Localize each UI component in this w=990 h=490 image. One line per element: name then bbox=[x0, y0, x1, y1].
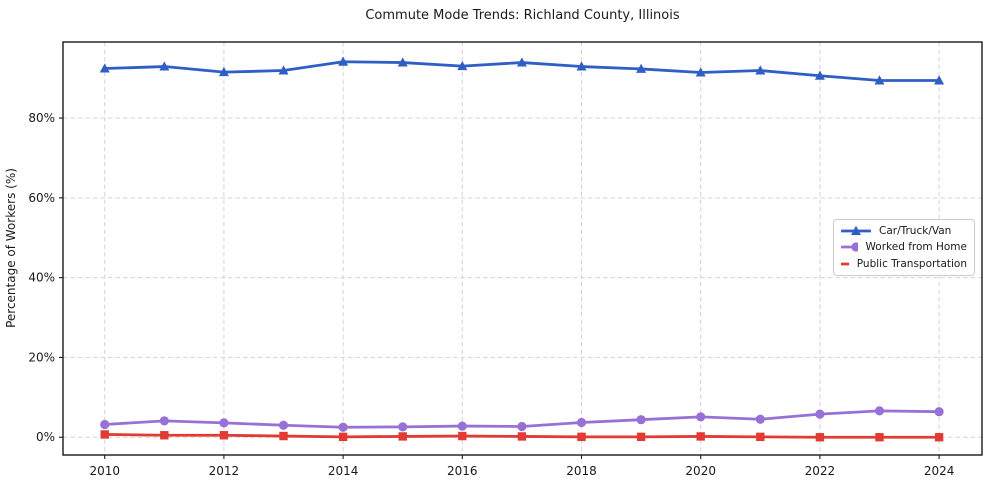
marker-triangle bbox=[159, 61, 170, 71]
legend-item: Car/Truck/Van bbox=[841, 223, 967, 239]
marker-circle bbox=[815, 409, 825, 419]
y-tick-label: 60% bbox=[28, 191, 55, 205]
x-tick-label: 2018 bbox=[566, 464, 597, 478]
marker-square bbox=[219, 431, 229, 440]
marker-square bbox=[875, 433, 884, 442]
marker-triangle bbox=[457, 60, 468, 71]
marker-triangle bbox=[874, 75, 885, 85]
legend-item: Public Transportation bbox=[841, 256, 967, 272]
legend-item-label: Worked from Home bbox=[865, 241, 967, 254]
marker-square bbox=[458, 431, 467, 441]
marker-square bbox=[934, 433, 944, 442]
marker-square bbox=[279, 431, 288, 441]
marker-triangle bbox=[814, 70, 825, 80]
marker-circle bbox=[159, 416, 169, 426]
x-tick-label: 2012 bbox=[209, 464, 240, 478]
marker-triangle bbox=[695, 67, 706, 77]
marker-square bbox=[100, 430, 109, 439]
x-tick-label: 2010 bbox=[89, 464, 120, 478]
x-tick-label: 2022 bbox=[805, 464, 836, 478]
x-tick-label: 2014 bbox=[328, 464, 359, 478]
marker-circle bbox=[278, 420, 289, 430]
marker-square bbox=[696, 432, 705, 441]
legend: Car/Truck/Van Worked from Home Public Tran… bbox=[833, 219, 975, 276]
x-tick-label: 2020 bbox=[685, 464, 716, 478]
marker-triangle bbox=[397, 57, 408, 67]
plot-border bbox=[62, 41, 983, 456]
legend-circle-icon bbox=[841, 242, 858, 253]
marker-circle bbox=[636, 415, 646, 425]
marker-square bbox=[160, 431, 169, 440]
marker-circle bbox=[457, 421, 467, 431]
marker-triangle bbox=[516, 57, 527, 67]
legend-item-label: Car/Truck/Van bbox=[879, 225, 952, 238]
marker-square bbox=[636, 432, 646, 442]
marker-triangle bbox=[218, 66, 229, 77]
marker-circle bbox=[100, 419, 110, 430]
x-tick-label: 2024 bbox=[924, 464, 955, 478]
marker-circle bbox=[338, 422, 348, 432]
y-axis-label: Percentage of Workers (%) bbox=[4, 168, 18, 328]
marker-triangle bbox=[278, 65, 289, 75]
marker-square bbox=[398, 432, 407, 441]
marker-square bbox=[815, 433, 825, 442]
marker-circle bbox=[874, 406, 885, 416]
legend-triangle-icon bbox=[841, 225, 871, 236]
marker-circle bbox=[934, 407, 944, 417]
marker-circle bbox=[517, 421, 527, 432]
marker-circle bbox=[696, 412, 706, 422]
marker-triangle bbox=[576, 61, 587, 71]
marker-circle bbox=[219, 418, 229, 428]
marker-circle bbox=[755, 414, 765, 424]
marker-triangle bbox=[636, 63, 647, 73]
legend-swatch-marker bbox=[851, 225, 861, 236]
y-tick-label: 40% bbox=[28, 271, 55, 285]
y-tick-label: 0% bbox=[36, 430, 55, 444]
legend-square-icon bbox=[841, 262, 849, 266]
x-tick-label: 2016 bbox=[447, 464, 478, 478]
marker-square bbox=[338, 432, 348, 442]
marker-triangle bbox=[934, 75, 945, 85]
chart-title: Commute Mode Trends: Richland County, Il… bbox=[365, 8, 680, 23]
legend-item: Worked from Home bbox=[841, 239, 967, 255]
y-tick-label: 80% bbox=[28, 111, 55, 125]
marker-circle bbox=[576, 417, 587, 428]
y-tick-label: 20% bbox=[28, 350, 55, 364]
marker-triangle bbox=[99, 63, 110, 73]
marker-triangle bbox=[338, 56, 349, 66]
marker-triangle bbox=[755, 65, 766, 75]
marker-square bbox=[577, 432, 586, 442]
legend-item-label: Public Transportation bbox=[856, 257, 967, 270]
marker-square bbox=[517, 432, 527, 441]
marker-square bbox=[756, 432, 765, 442]
legend-swatch-marker bbox=[851, 242, 858, 253]
marker-circle bbox=[398, 422, 408, 432]
